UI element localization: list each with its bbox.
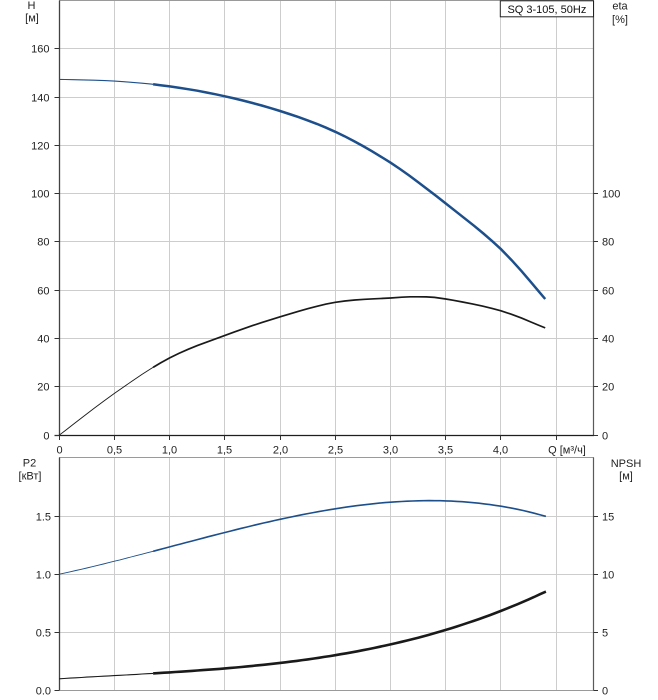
svg-text:[кВт]: [кВт] xyxy=(19,471,42,483)
svg-text:4,0: 4,0 xyxy=(493,445,508,457)
svg-text:100: 100 xyxy=(31,189,49,201)
svg-text:P2: P2 xyxy=(23,458,36,470)
svg-text:2,0: 2,0 xyxy=(273,445,288,457)
svg-text:1.5: 1.5 xyxy=(36,512,51,524)
svg-text:0: 0 xyxy=(602,431,608,443)
svg-text:140: 140 xyxy=(31,93,49,105)
svg-text:15: 15 xyxy=(602,512,614,524)
svg-text:2,5: 2,5 xyxy=(328,445,343,457)
svg-text:SQ 3-105, 50Hz: SQ 3-105, 50Hz xyxy=(507,4,586,16)
svg-text:3,5: 3,5 xyxy=(438,445,453,457)
svg-text:1,0: 1,0 xyxy=(162,445,177,457)
svg-text:NPSH: NPSH xyxy=(611,458,642,470)
svg-text:Q [м³/ч]: Q [м³/ч] xyxy=(548,445,586,457)
svg-text:10: 10 xyxy=(602,570,614,582)
svg-text:3,0: 3,0 xyxy=(383,445,398,457)
svg-text:5: 5 xyxy=(602,628,608,640)
svg-text:0: 0 xyxy=(43,431,49,443)
svg-text:120: 120 xyxy=(31,141,49,153)
svg-text:1.0: 1.0 xyxy=(36,570,51,582)
svg-text:[м]: [м] xyxy=(25,13,39,25)
svg-text:100: 100 xyxy=(602,189,620,201)
svg-text:160: 160 xyxy=(31,44,49,56)
svg-text:80: 80 xyxy=(37,237,49,249)
svg-text:0: 0 xyxy=(56,445,62,457)
svg-text:60: 60 xyxy=(602,286,614,298)
svg-text:0,5: 0,5 xyxy=(107,445,122,457)
svg-text:eta: eta xyxy=(612,1,628,13)
svg-text:H: H xyxy=(28,0,36,12)
svg-text:20: 20 xyxy=(602,382,614,394)
svg-text:40: 40 xyxy=(37,334,49,346)
svg-text:20: 20 xyxy=(37,382,49,394)
svg-text:1,5: 1,5 xyxy=(217,445,232,457)
svg-text:60: 60 xyxy=(37,286,49,298)
svg-text:0.5: 0.5 xyxy=(36,628,51,640)
svg-text:0.0: 0.0 xyxy=(36,686,51,698)
svg-text:0: 0 xyxy=(602,686,608,698)
svg-text:[м]: [м] xyxy=(619,471,633,483)
svg-text:40: 40 xyxy=(602,334,614,346)
svg-text:80: 80 xyxy=(602,237,614,249)
svg-text:[%]: [%] xyxy=(612,14,628,26)
